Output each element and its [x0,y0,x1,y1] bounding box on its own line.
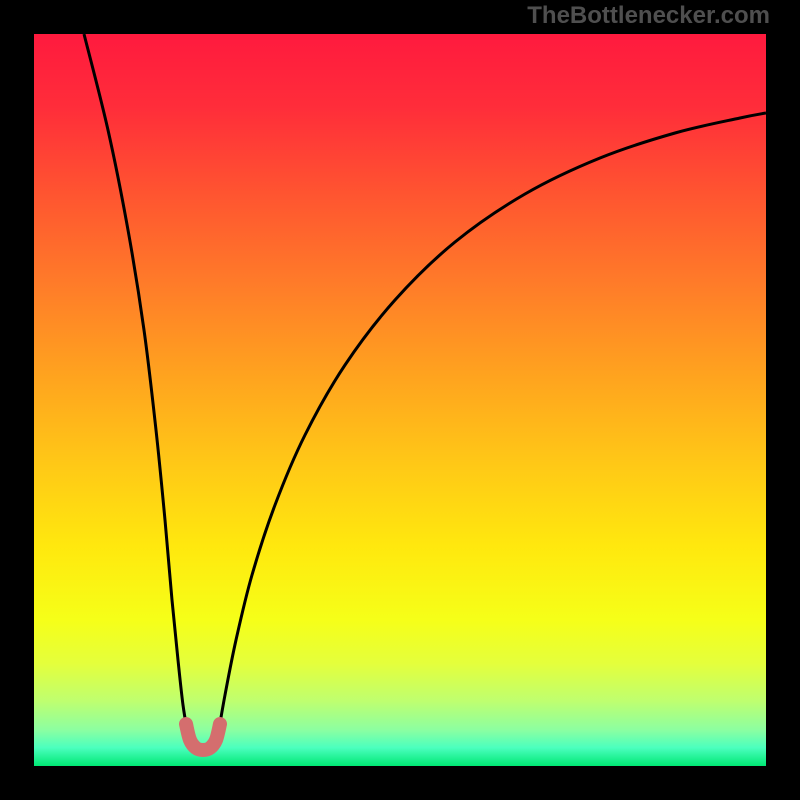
frame-bottom [0,766,800,800]
watermark-text: TheBottlenecker.com [527,2,770,30]
frame-left [0,0,34,800]
frame-right [766,0,800,800]
gradient-background [34,34,766,766]
plot-area [34,34,766,766]
plot-svg [34,34,766,766]
